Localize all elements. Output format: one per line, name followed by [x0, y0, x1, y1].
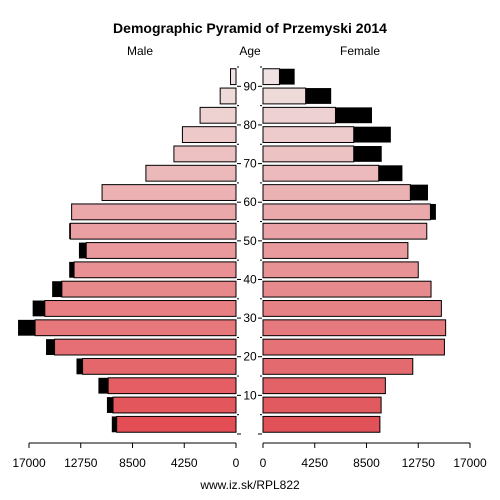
- female-bar-85-89: [262, 87, 307, 105]
- male-excess-bar-40-44: [69, 261, 75, 278]
- male-x-tick-label: 0: [233, 456, 240, 470]
- male-bar-55-59: [71, 203, 237, 221]
- male-bar-20-24: [54, 338, 237, 356]
- male-bar-45-49: [85, 242, 237, 259]
- female-bar-15-19: [262, 357, 414, 375]
- male-x-tick-label: 8500: [119, 456, 146, 470]
- female-bar-0-4: [262, 415, 381, 433]
- male-excess-bar-50-54: [69, 223, 71, 240]
- age-tick-label: 40: [243, 272, 257, 286]
- female-bar-75-79: [262, 126, 355, 144]
- age-label: Age: [239, 44, 261, 58]
- male-bar-75-79: [181, 126, 237, 144]
- male-excess-bar-10-14: [98, 377, 109, 394]
- female-bar-20-24: [262, 338, 445, 356]
- male-bar-80-84: [199, 106, 237, 124]
- age-tick-label: 50: [243, 234, 257, 248]
- axes-group: 10 20 30 40 50 60 70 80 90 0 0 4250 4250 8500 8500 1275…: [12, 66, 487, 470]
- male-x-tick-label: 4250: [171, 456, 198, 470]
- female-excess-bar-65-69: [378, 165, 403, 182]
- chart-title: Demographic Pyramid of Przemyski 2014: [113, 20, 387, 36]
- age-tick-label: 10: [243, 388, 257, 402]
- female-label: Female: [340, 44, 380, 58]
- female-x-tick-label: 0: [260, 456, 267, 470]
- age-tick-label: 20: [243, 350, 257, 364]
- bars-group: [18, 68, 447, 433]
- male-x-tick-label: 17000: [12, 456, 46, 470]
- female-bar-5-9: [262, 396, 382, 414]
- female-bar-55-59: [262, 203, 431, 221]
- male-bar-65-69: [145, 164, 237, 182]
- age-tick-label: 90: [243, 79, 257, 93]
- female-bar-25-29: [262, 319, 447, 337]
- male-x-tick-label: 12750: [64, 456, 98, 470]
- footer-url: www.iz.sk/RPL822: [199, 478, 300, 492]
- female-bar-10-14: [262, 377, 386, 395]
- male-bar-30-34: [44, 300, 237, 317]
- female-x-tick-label: 17000: [453, 456, 487, 470]
- male-bar-25-29: [34, 319, 237, 337]
- female-bar-60-64: [262, 184, 411, 201]
- male-excess-bar-45-49: [78, 242, 87, 259]
- male-excess-bar-35-39: [52, 281, 62, 298]
- female-bar-70-74: [262, 145, 355, 163]
- male-bar-0-4: [116, 415, 237, 433]
- female-bar-90+: [262, 68, 280, 86]
- male-excess-bar-30-34: [32, 300, 45, 317]
- female-bar-45-49: [262, 242, 409, 259]
- male-excess-bar-20-24: [46, 339, 55, 355]
- female-bar-35-39: [262, 280, 432, 298]
- female-excess-bar-90+: [279, 68, 295, 85]
- female-excess-bar-70-74: [353, 146, 382, 162]
- female-x-tick-label: 12750: [402, 456, 436, 470]
- male-bar-85-89: [219, 87, 237, 105]
- female-excess-bar-60-64: [410, 184, 428, 201]
- female-excess-bar-80-84: [335, 107, 372, 124]
- male-excess-bar-15-19: [76, 358, 83, 375]
- female-excess-bar-85-89: [305, 88, 332, 104]
- female-bar-65-69: [262, 164, 380, 182]
- male-bar-15-19: [82, 357, 237, 375]
- male-bar-40-44: [73, 261, 237, 279]
- age-tick-label: 70: [243, 157, 257, 171]
- female-excess-bar-75-79: [353, 126, 391, 143]
- female-x-tick-label: 4250: [301, 456, 328, 470]
- age-tick-label: 30: [243, 311, 257, 325]
- female-bar-30-34: [262, 300, 442, 317]
- age-tick-label: 80: [243, 118, 257, 132]
- male-excess-bar-0-4: [111, 416, 117, 433]
- male-bar-70-74: [173, 145, 237, 163]
- female-x-tick-label: 8500: [353, 456, 380, 470]
- male-excess-bar-25-29: [18, 319, 36, 336]
- male-label: Male: [127, 44, 153, 58]
- female-bar-40-44: [262, 261, 419, 279]
- male-bar-90+: [230, 68, 237, 86]
- age-tick-label: 60: [243, 195, 257, 209]
- male-excess-bar-5-9: [106, 397, 114, 413]
- male-bar-10-14: [107, 377, 237, 395]
- female-bar-80-84: [262, 106, 336, 124]
- female-excess-bar-55-59: [430, 203, 436, 220]
- male-bar-5-9: [112, 396, 237, 414]
- male-bar-60-64: [101, 184, 237, 201]
- male-bar-50-54: [69, 222, 237, 240]
- female-bar-50-54: [262, 222, 428, 240]
- male-bar-35-39: [61, 280, 237, 298]
